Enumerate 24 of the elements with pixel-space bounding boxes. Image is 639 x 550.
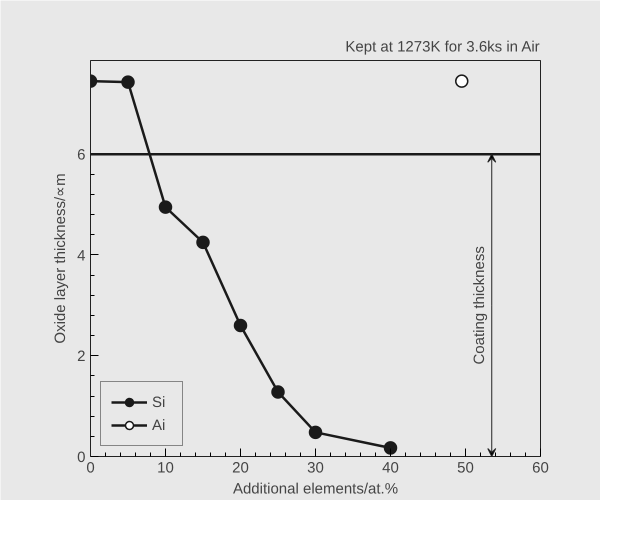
point (455, 74, 468, 88)
legend-label: Ai (152, 416, 166, 434)
point (384, 441, 398, 455)
y-tick-label: 0 (77, 449, 86, 466)
y-tick-label: 6 (77, 146, 86, 164)
x-tick-label: 10 (157, 460, 174, 476)
x-tick-label: 50 (457, 460, 474, 476)
annotation: Coating thickness (470, 246, 488, 365)
point (271, 385, 285, 399)
point (121, 75, 135, 89)
y-tick-label: 4 (77, 247, 86, 264)
point (158, 200, 172, 214)
x-tick-label: 20 (232, 460, 249, 476)
legend-label: Si (152, 394, 166, 410)
point (234, 318, 248, 332)
x-tick-label: 40 (382, 460, 399, 476)
y-tick-label: 2 (77, 348, 86, 366)
x-tick-label: 30 (307, 460, 324, 476)
chart-title: Kept at 1273K for 3.6ks in Air (345, 38, 540, 56)
x-axis-title: Additional elements/at.% (232, 480, 398, 498)
point (196, 236, 210, 250)
point (308, 426, 322, 440)
x-tick-label: 60 (532, 460, 549, 476)
y-axis-title: Oxide layer thickness/∝m (52, 173, 70, 344)
